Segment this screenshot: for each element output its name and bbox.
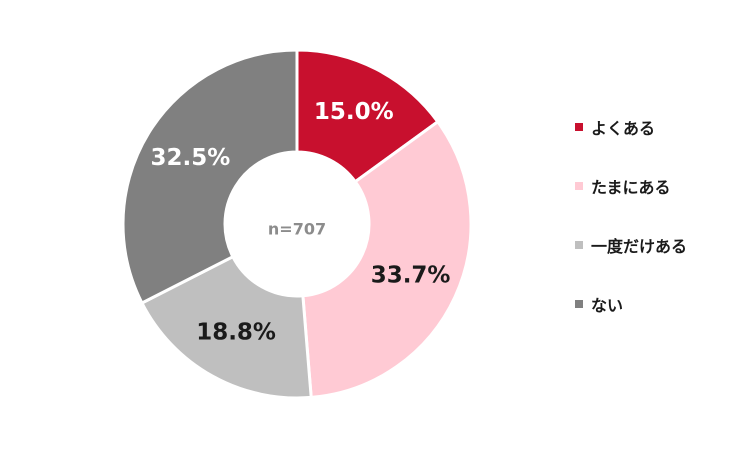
- slice-percent-label: 32.5%: [151, 145, 231, 171]
- donut-slices: [121, 48, 473, 400]
- legend-swatch: [575, 123, 583, 131]
- legend-label: たまにある: [591, 178, 671, 197]
- slice-percent-label: 18.8%: [196, 320, 276, 346]
- legend-item-yokuaru: よくある: [575, 115, 655, 139]
- legend-swatch: [575, 182, 583, 190]
- donut-slice-labels: 15.0% 33.7% 18.8% 32.5%: [151, 99, 451, 346]
- legend-label: よくある: [591, 119, 656, 138]
- legend-label: ない: [591, 296, 624, 315]
- legend-item-tamaniaru: たまにある: [575, 174, 671, 198]
- legend-swatch: [575, 241, 583, 249]
- slice-percent-label: 33.7%: [371, 263, 451, 289]
- donut-slice: [301, 119, 473, 400]
- slice-percent-label: 15.0%: [314, 99, 394, 125]
- sample-size-label: n=707: [268, 220, 326, 239]
- legend-item-nai: ない: [575, 292, 623, 316]
- legend-item-ichidodakearu: 一度だけある: [575, 233, 687, 257]
- legend-label: 一度だけある: [591, 237, 688, 256]
- donut-slice: [295, 48, 440, 184]
- donut-slice: [121, 48, 299, 306]
- legend-swatch: [575, 300, 583, 308]
- donut-slice: [139, 254, 313, 400]
